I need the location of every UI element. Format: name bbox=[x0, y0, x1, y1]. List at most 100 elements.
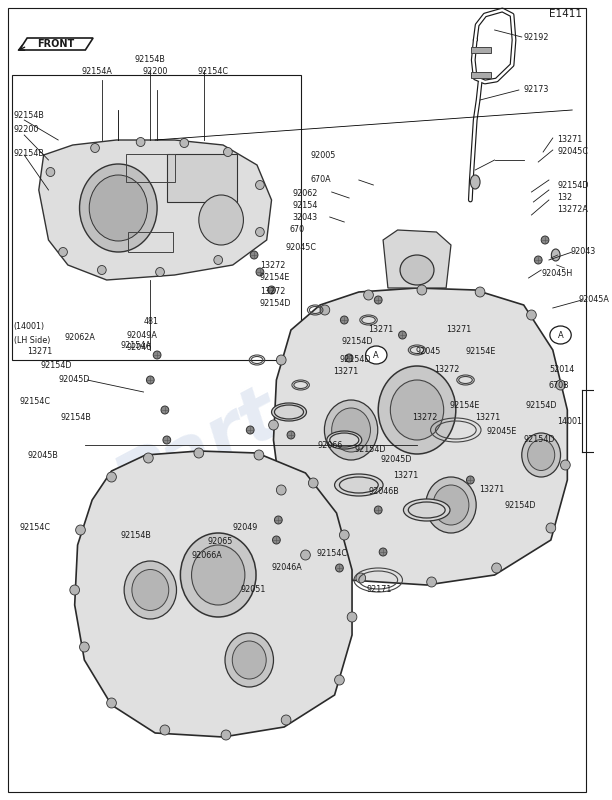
Ellipse shape bbox=[272, 536, 280, 544]
Ellipse shape bbox=[181, 533, 256, 617]
Ellipse shape bbox=[76, 525, 85, 535]
Text: 92154D: 92154D bbox=[524, 435, 555, 445]
Text: 670: 670 bbox=[289, 226, 304, 234]
Text: 92045C: 92045C bbox=[285, 242, 316, 251]
Polygon shape bbox=[383, 230, 451, 288]
Text: 92046A: 92046A bbox=[272, 563, 302, 573]
Ellipse shape bbox=[106, 698, 116, 708]
Ellipse shape bbox=[308, 478, 318, 488]
Text: 92154A: 92154A bbox=[121, 341, 151, 350]
Text: 92065: 92065 bbox=[207, 538, 233, 546]
Text: 92154C: 92154C bbox=[20, 523, 50, 533]
Ellipse shape bbox=[274, 405, 304, 419]
Ellipse shape bbox=[378, 366, 456, 454]
Text: 92045H: 92045H bbox=[541, 270, 572, 278]
Text: 92154D: 92154D bbox=[558, 181, 589, 190]
Ellipse shape bbox=[233, 641, 266, 679]
Polygon shape bbox=[20, 38, 93, 50]
Text: 92200: 92200 bbox=[143, 67, 168, 77]
Ellipse shape bbox=[551, 249, 560, 261]
Text: 92045A: 92045A bbox=[578, 295, 609, 305]
Ellipse shape bbox=[522, 433, 561, 477]
Text: 92200: 92200 bbox=[13, 126, 39, 134]
Ellipse shape bbox=[272, 403, 307, 421]
Text: 92154A: 92154A bbox=[81, 67, 113, 77]
Text: 92066: 92066 bbox=[317, 441, 342, 450]
Ellipse shape bbox=[550, 326, 571, 344]
Text: E1411: E1411 bbox=[549, 9, 582, 19]
Text: 92154C: 92154C bbox=[20, 398, 50, 406]
Text: 13271: 13271 bbox=[558, 135, 583, 145]
Text: 13272A: 13272A bbox=[558, 205, 589, 214]
Ellipse shape bbox=[146, 376, 154, 384]
Ellipse shape bbox=[475, 287, 485, 297]
Ellipse shape bbox=[526, 310, 536, 320]
Ellipse shape bbox=[340, 477, 378, 493]
Text: 92154D: 92154D bbox=[340, 355, 371, 365]
Ellipse shape bbox=[541, 236, 549, 244]
Ellipse shape bbox=[340, 316, 348, 324]
Text: 92046: 92046 bbox=[126, 343, 151, 353]
Ellipse shape bbox=[324, 400, 378, 460]
Text: 92062A: 92062A bbox=[64, 334, 95, 342]
Text: 92154D: 92154D bbox=[341, 338, 373, 346]
Ellipse shape bbox=[223, 147, 233, 157]
Text: 92154E: 92154E bbox=[260, 273, 290, 282]
Ellipse shape bbox=[546, 523, 556, 533]
Ellipse shape bbox=[332, 408, 370, 452]
Ellipse shape bbox=[160, 725, 170, 735]
Text: 92154C: 92154C bbox=[198, 67, 229, 77]
Text: 13271: 13271 bbox=[446, 326, 471, 334]
Ellipse shape bbox=[375, 296, 382, 304]
Ellipse shape bbox=[356, 573, 365, 583]
Text: 92154D: 92154D bbox=[41, 361, 72, 370]
Ellipse shape bbox=[379, 548, 387, 556]
Text: PartsFish: PartsFish bbox=[103, 274, 491, 526]
Text: 13271: 13271 bbox=[479, 486, 504, 494]
Text: 92051: 92051 bbox=[241, 586, 266, 594]
Text: 92154E: 92154E bbox=[450, 401, 480, 410]
Ellipse shape bbox=[97, 266, 106, 274]
Text: 32043: 32043 bbox=[293, 213, 318, 222]
Text: 92045B: 92045B bbox=[27, 450, 58, 459]
Text: (14001): (14001) bbox=[13, 322, 45, 330]
Text: 13271: 13271 bbox=[27, 347, 53, 357]
Text: A: A bbox=[373, 350, 379, 359]
Bar bbox=[471, 72, 491, 78]
Text: 13271: 13271 bbox=[334, 367, 359, 377]
Text: 92154B: 92154B bbox=[120, 530, 151, 539]
Ellipse shape bbox=[91, 143, 99, 153]
Ellipse shape bbox=[534, 256, 542, 264]
Ellipse shape bbox=[161, 406, 169, 414]
Ellipse shape bbox=[144, 453, 153, 463]
Text: 92154D: 92154D bbox=[526, 401, 557, 410]
Bar bbox=[126, 154, 174, 182]
Ellipse shape bbox=[556, 380, 565, 390]
Ellipse shape bbox=[106, 472, 116, 482]
Text: 13272: 13272 bbox=[435, 366, 460, 374]
Ellipse shape bbox=[214, 255, 223, 265]
Text: 92049: 92049 bbox=[233, 523, 258, 533]
Ellipse shape bbox=[561, 460, 570, 470]
Ellipse shape bbox=[320, 305, 330, 315]
Ellipse shape bbox=[426, 477, 476, 533]
Text: 92154B: 92154B bbox=[13, 111, 45, 121]
Ellipse shape bbox=[400, 255, 434, 285]
Ellipse shape bbox=[327, 431, 362, 449]
Ellipse shape bbox=[199, 195, 244, 245]
Text: 92045D: 92045D bbox=[380, 455, 412, 465]
Ellipse shape bbox=[330, 433, 359, 447]
Text: 92154D: 92154D bbox=[355, 446, 386, 454]
Ellipse shape bbox=[132, 570, 169, 610]
Text: 670B: 670B bbox=[549, 381, 570, 390]
Text: 13271: 13271 bbox=[368, 326, 394, 334]
Text: 92005: 92005 bbox=[310, 150, 336, 159]
Ellipse shape bbox=[340, 530, 349, 540]
Text: 92154B: 92154B bbox=[135, 55, 166, 65]
Text: 92171: 92171 bbox=[367, 586, 392, 594]
Ellipse shape bbox=[403, 499, 450, 521]
Text: 92046B: 92046B bbox=[368, 487, 399, 497]
Ellipse shape bbox=[256, 268, 264, 276]
Ellipse shape bbox=[335, 474, 383, 496]
Ellipse shape bbox=[528, 439, 554, 470]
